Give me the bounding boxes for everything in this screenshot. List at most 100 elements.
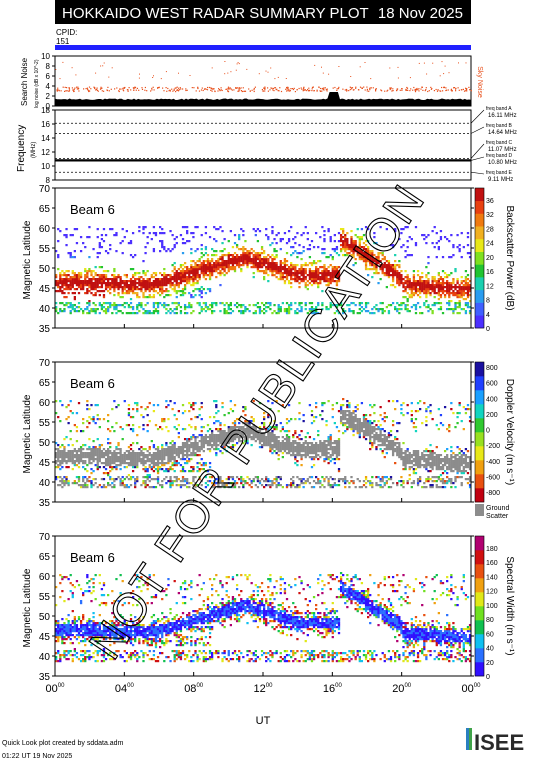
- scatter-cell: [452, 278, 454, 280]
- scatter-cell: [288, 436, 290, 438]
- scatter-cell: [194, 426, 196, 428]
- scatter-cell: [319, 482, 321, 484]
- scatter-cell: [74, 456, 76, 458]
- scatter-cell: [101, 280, 103, 282]
- scatter-cell: [330, 454, 332, 456]
- scatter-cell: [119, 448, 121, 450]
- scatter-cell: [209, 264, 211, 266]
- sky-noise-point: [161, 78, 162, 79]
- scatter-cell: [161, 452, 163, 454]
- sky-noise-point: [118, 90, 119, 91]
- scatter-cell: [242, 254, 244, 256]
- scatter-cell: [159, 272, 161, 274]
- scatter-cell: [144, 456, 146, 458]
- scatter-cell: [92, 458, 94, 460]
- scatter-cell: [392, 274, 394, 276]
- scatter-cell: [309, 262, 311, 264]
- scatter-cell: [182, 242, 184, 244]
- scatter-cell: [423, 302, 425, 304]
- scatter-cell: [199, 302, 201, 304]
- scatter-cell: [417, 284, 419, 286]
- scatter-cell: [124, 286, 126, 288]
- scatter-cell: [444, 286, 446, 288]
- scatter-cell: [126, 230, 128, 232]
- scatter-cell: [115, 452, 117, 454]
- scatter-cell: [415, 244, 417, 246]
- scatter-cell: [330, 238, 332, 240]
- scatter-cell: [109, 284, 111, 286]
- scatter-cell: [72, 444, 74, 446]
- scatter-cell: [86, 290, 88, 292]
- scatter-cell: [113, 484, 115, 486]
- sky-noise-point: [102, 90, 103, 91]
- scatter-cell: [180, 448, 182, 450]
- scatter-cell: [434, 290, 436, 292]
- scatter-cell: [157, 482, 159, 484]
- scatter-cell: [323, 440, 325, 442]
- scatter-cell: [305, 270, 307, 272]
- sky-noise-point: [88, 90, 89, 91]
- scatter-cell: [290, 486, 292, 488]
- scatter-cell: [63, 288, 65, 290]
- scatter-cell: [292, 264, 294, 266]
- sky-noise-point: [288, 89, 289, 90]
- scatter-cell: [161, 444, 163, 446]
- scatter-cell: [248, 258, 250, 260]
- scatter-cell: [423, 304, 425, 306]
- scatter-cell: [259, 252, 261, 254]
- scatter-cell: [288, 312, 290, 314]
- scatter-cell: [136, 272, 138, 274]
- scatter-cell: [188, 410, 190, 412]
- scatter-cell: [97, 466, 99, 468]
- scatter-cell: [97, 286, 99, 288]
- scatter-cell: [305, 482, 307, 484]
- scatter-cell: [109, 278, 111, 280]
- sky-noise-point: [93, 87, 94, 88]
- scatter-cell: [294, 278, 296, 280]
- scatter-cell: [105, 312, 107, 314]
- scatter-cell: [101, 278, 103, 280]
- scatter-cell: [238, 262, 240, 264]
- scatter-cell: [153, 458, 155, 460]
- scatter-cell: [246, 256, 248, 258]
- scatter-cell: [421, 284, 423, 286]
- scatter-cell: [165, 312, 167, 314]
- scatter-cell: [323, 454, 325, 456]
- scatter-cell: [282, 278, 284, 280]
- scatter-cell: [463, 280, 465, 282]
- scatter-cell: [307, 452, 309, 454]
- scatter-cell: [117, 448, 119, 450]
- scatter-cell: [315, 272, 317, 274]
- scatter-cell: [309, 448, 311, 450]
- scatter-cell: [65, 228, 67, 230]
- scatter-cell: [153, 296, 155, 298]
- scatter-cell: [211, 274, 213, 276]
- sky-noise-point: [77, 87, 78, 88]
- scatter-cell: [311, 456, 313, 458]
- scatter-cell: [253, 228, 255, 230]
- scatter-cell: [221, 250, 223, 252]
- scatter-cell: [82, 484, 84, 486]
- scatter-cell: [184, 442, 186, 444]
- scatter-cell: [242, 250, 244, 252]
- scatter-cell: [90, 274, 92, 276]
- scatter-cell: [300, 464, 302, 466]
- scatter-cell: [459, 296, 461, 298]
- scatter-cell: [78, 284, 80, 286]
- scatter-cell: [415, 292, 417, 294]
- scatter-cell: [119, 458, 121, 460]
- scatter-cell: [459, 248, 461, 250]
- scatter-cell: [278, 484, 280, 486]
- scatter-cell: [332, 484, 334, 486]
- scatter-cell: [136, 462, 138, 464]
- sky-noise-point: [179, 89, 180, 90]
- scatter-cell: [132, 290, 134, 292]
- plot-date: 18 Nov 2025: [378, 5, 463, 22]
- freq-tick-label: 18: [41, 106, 50, 115]
- scatter-cell: [456, 312, 458, 314]
- scatter-cell: [184, 286, 186, 288]
- scatter-cell: [126, 280, 128, 282]
- scatter-cell: [228, 266, 230, 268]
- scatter-cell: [215, 260, 217, 262]
- scatter-cell: [103, 484, 105, 486]
